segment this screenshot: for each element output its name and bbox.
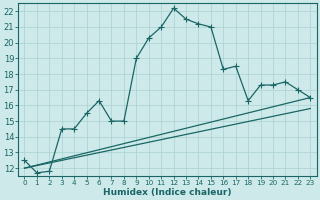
X-axis label: Humidex (Indice chaleur): Humidex (Indice chaleur) xyxy=(103,188,232,197)
